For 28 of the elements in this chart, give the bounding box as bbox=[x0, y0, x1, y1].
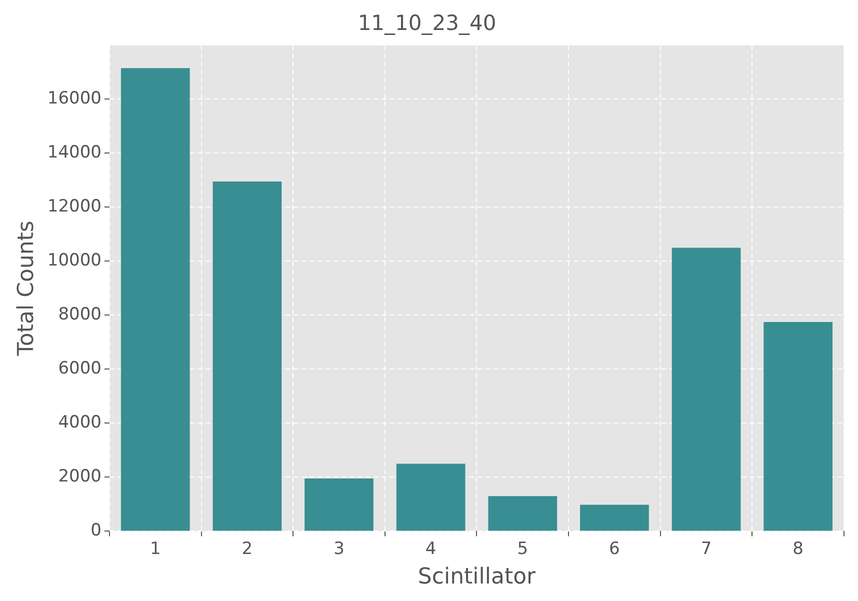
x-tick-label: 6 bbox=[609, 538, 620, 559]
x-tick-label: 8 bbox=[792, 538, 804, 559]
y-tick-label: 10000 bbox=[47, 250, 102, 271]
y-tick-label: 4000 bbox=[58, 412, 102, 433]
x-tick-label: 5 bbox=[517, 538, 528, 559]
y-tick-label: 14000 bbox=[47, 142, 102, 163]
bar bbox=[672, 248, 741, 531]
x-tick-label: 2 bbox=[242, 538, 253, 559]
bar bbox=[580, 504, 649, 531]
y-tick-label: 16000 bbox=[47, 88, 102, 109]
bar bbox=[304, 478, 374, 531]
y-tick-label: 0 bbox=[90, 520, 102, 541]
bar bbox=[396, 464, 466, 531]
y-axis-title: Total Counts bbox=[14, 220, 39, 357]
x-tick-label: 7 bbox=[700, 538, 712, 559]
x-tick-label: 3 bbox=[334, 538, 344, 559]
x-tick-label: 4 bbox=[425, 538, 436, 559]
y-tick-label: 2000 bbox=[58, 466, 102, 487]
y-tick-label: 8000 bbox=[58, 304, 102, 325]
bar bbox=[212, 182, 282, 531]
bar bbox=[120, 68, 190, 531]
chart-title: 11_10_23_40 bbox=[358, 11, 496, 36]
x-tick-label: 1 bbox=[150, 538, 161, 559]
y-tick-label: 6000 bbox=[58, 358, 102, 379]
x-axis-title: Scintillator bbox=[418, 564, 537, 590]
bar bbox=[488, 496, 558, 531]
y-tick-label: 12000 bbox=[47, 196, 102, 217]
bar bbox=[764, 322, 833, 531]
